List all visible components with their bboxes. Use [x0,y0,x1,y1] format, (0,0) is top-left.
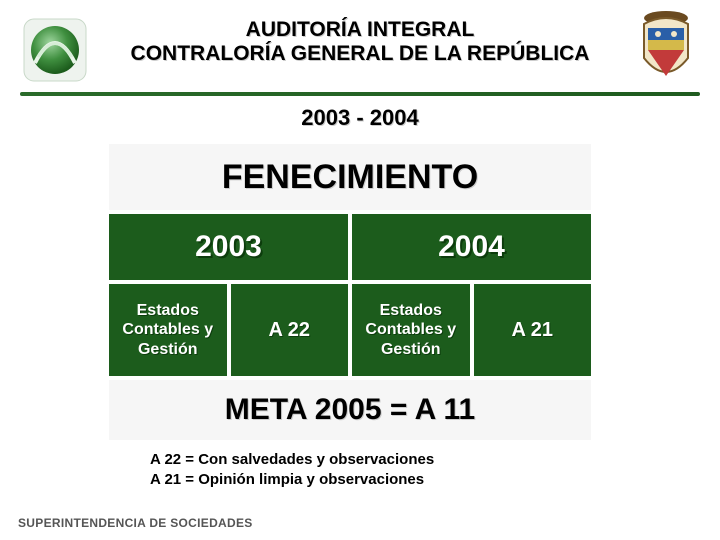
detail-label-2003: Estados Contables y Gestión [107,282,229,378]
footer-org: SUPERINTENDENCIA DE SOCIEDADES [18,516,253,530]
slide: AUDITORÍA INTEGRAL CONTRALORÍA GENERAL D… [0,0,720,540]
detail-value-2003: A 22 [229,282,350,378]
legend: A 22 = Con salvedades y observaciones A … [150,450,570,489]
detail-label-2004: Estados Contables y Gestión [350,282,472,378]
year-2003: 2003 [107,212,350,282]
header-line2: CONTRALORÍA GENERAL DE LA REPÚBLICA [0,42,720,66]
year-2004: 2004 [350,212,593,282]
header-title: AUDITORÍA INTEGRAL CONTRALORÍA GENERAL D… [0,18,720,66]
year-range: 2003 - 2004 [0,105,720,131]
divider [20,92,700,98]
header-line1: AUDITORÍA INTEGRAL [0,18,720,42]
detail-value-2004: A 21 [472,282,593,378]
table-title: FENECIMIENTO [107,142,593,212]
legend-a21: A 21 = Opinión limpia y observaciones [150,470,570,490]
legend-a22: A 22 = Con salvedades y observaciones [150,450,570,470]
fenecimiento-table: FENECIMIENTO 2003 2004 Estados Contables… [105,140,595,444]
meta-2005: META 2005 = A 11 [107,378,593,442]
